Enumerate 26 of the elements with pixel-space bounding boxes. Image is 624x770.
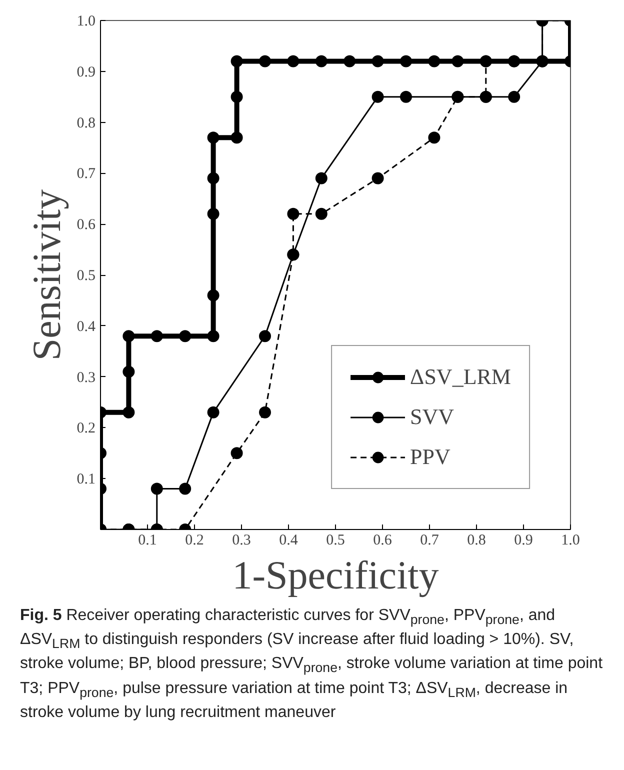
y-tick-label: 0.1 [76, 472, 96, 488]
y-tick-label: 1.0 [76, 14, 96, 30]
legend-label: SVV [410, 404, 454, 430]
y-tick-label: 0.9 [76, 64, 96, 80]
y-tick-label: 0.7 [76, 166, 96, 182]
text: Fig. 5 Receiver operating characteristic curves for SVV$_{prone}$, PPV$_{prone}$, and ΔSV$_{LRM}$ to distinguish responders (SV increase after fluid loading > 10%). SV, stroke volume; BP, blood pressure; SVV$_{prone}$, stroke volume variation at time point T3; PPV$_{prone}$, pulse pressure variation at time point T3; ΔSV$_{LRM}$, decrease in stroke volume by lung recruitment maneuver [20, 607, 603, 721]
y-tick-label: 0.5 [76, 268, 96, 284]
y-tick-label: 0.4 [76, 318, 96, 335]
x-tick-label: 0.4 [279, 532, 298, 548]
x-tick-label: 0.9 [514, 532, 533, 548]
x-tick-label: 0.6 [373, 532, 392, 548]
legend-label: PPV [410, 444, 450, 470]
y-axis-title: Sensitivity [24, 189, 69, 361]
x-axis-title: 1-Specificity [232, 552, 439, 598]
legend-label: ΔSV_LRM [410, 364, 511, 390]
y-tick-label: 0.6 [76, 217, 96, 234]
x-tick-label: 0.2 [185, 532, 204, 548]
x-tick-label: 0.3 [232, 532, 251, 548]
y-tick-label: 0.3 [76, 370, 96, 386]
x-tick-label: 0.8 [467, 532, 486, 548]
x-tick-label: 0.7 [420, 532, 440, 548]
y-tick-label: 0.8 [76, 115, 96, 132]
x-tick-label: 0.5 [326, 532, 345, 548]
x-tick-label: 0.1 [138, 532, 157, 548]
y-tick-label: 0.2 [76, 420, 96, 437]
x-tick-label: 1.0 [561, 532, 580, 548]
